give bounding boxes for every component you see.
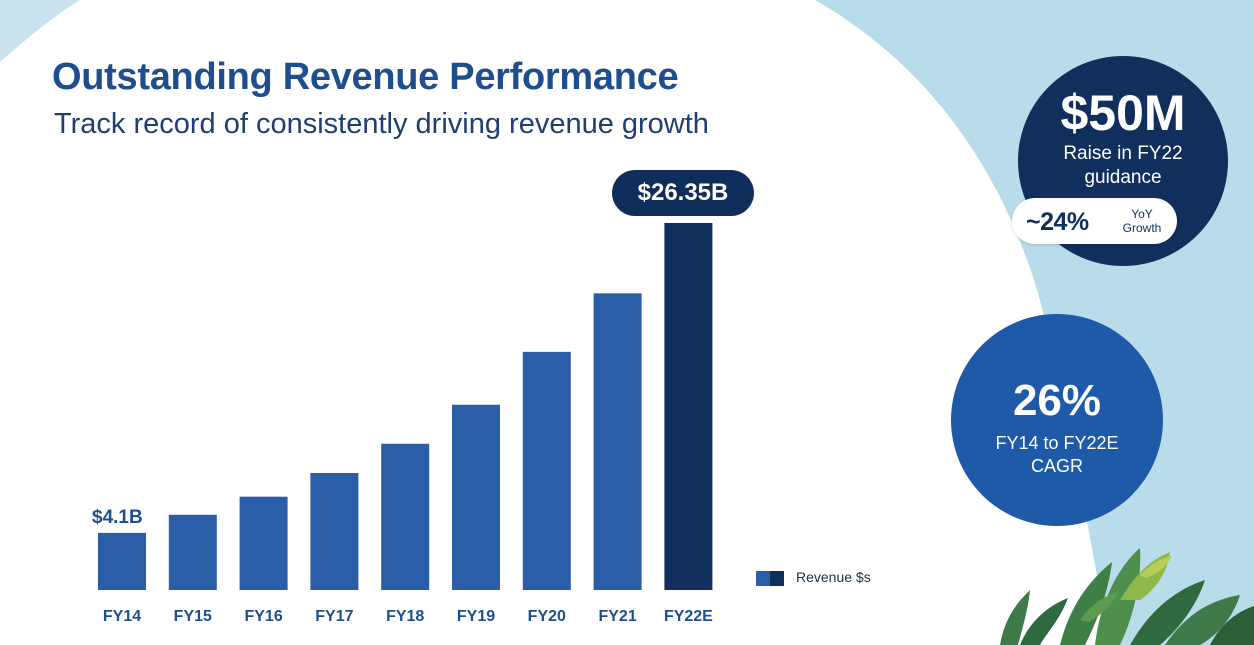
bar-fy19 <box>452 404 500 590</box>
cagr-text: FY14 to FY22E CAGR <box>951 432 1163 478</box>
x-tick-label: FY15 <box>174 608 212 625</box>
page-title: Outstanding Revenue Performance <box>52 56 679 98</box>
bar-fy15 <box>168 514 217 590</box>
growth-text-line2: Growth <box>1122 221 1162 235</box>
guidance-value: $50M <box>1060 85 1186 141</box>
bar-fy17 <box>310 473 359 590</box>
x-tick-label: FY17 <box>315 608 353 625</box>
bar-fy16 <box>239 496 288 590</box>
leaf-icon <box>1060 562 1112 645</box>
data-label-last-bar: $26.35B <box>612 170 754 216</box>
cagr-text-line1: FY14 to FY22E <box>995 433 1119 453</box>
guidance-text-line1: Raise in FY22 <box>1063 143 1183 164</box>
bar-fy21 <box>593 293 642 590</box>
growth-text-line1: YoY <box>1131 207 1153 221</box>
bar-fy14 <box>98 532 146 590</box>
leaf-icon <box>1000 590 1030 645</box>
growth-pill: ~24% YoY Growth <box>1012 198 1177 244</box>
leaf-icon <box>1020 598 1068 645</box>
background-blob-topleft <box>0 0 80 62</box>
x-tick-label: FY14 <box>103 608 141 625</box>
growth-value: ~24% <box>1026 208 1089 236</box>
growth-text: YoY Growth <box>1116 207 1168 235</box>
guidance-text-line2: guidance <box>1084 167 1162 188</box>
leaf-icon <box>1165 595 1240 645</box>
leaf-icon <box>1080 592 1118 622</box>
legend-swatch <box>756 571 784 586</box>
plant-leaves <box>1000 548 1254 645</box>
cagr-value: 26% <box>1012 376 1102 425</box>
x-axis-tick-labels: FY14 FY15 FY16 FY17 FY18 FY19 FY20 FY21 FY22E <box>103 608 713 625</box>
bar-fy18 <box>381 443 430 590</box>
leaf-icon <box>1130 580 1205 645</box>
bar-fy22e <box>664 223 713 590</box>
x-tick-label: FY16 <box>244 608 282 625</box>
x-tick-label: FY18 <box>386 608 424 625</box>
leaf-icon <box>1095 548 1141 645</box>
x-tick-label: FY19 <box>457 608 495 625</box>
data-label-first-bar: $4.1B <box>92 507 143 528</box>
page-subtitle: Track record of consistently driving rev… <box>54 108 709 140</box>
cagr-bubble: 26% FY14 to FY22E CAGR <box>951 314 1163 526</box>
bar-group <box>98 223 713 590</box>
cagr-text-line2: CAGR <box>1030 456 1083 476</box>
legend-label: Revenue $s <box>796 569 871 585</box>
leaf-icon <box>1140 556 1172 578</box>
leaf-icon <box>1210 606 1254 645</box>
x-tick-label: FY21 <box>598 608 636 625</box>
x-tick-label: FY20 <box>528 608 566 625</box>
guidance-text: Raise in FY22 guidance <box>1018 142 1228 190</box>
x-tick-label: FY22E <box>664 608 713 625</box>
bar-fy20 <box>522 351 571 590</box>
